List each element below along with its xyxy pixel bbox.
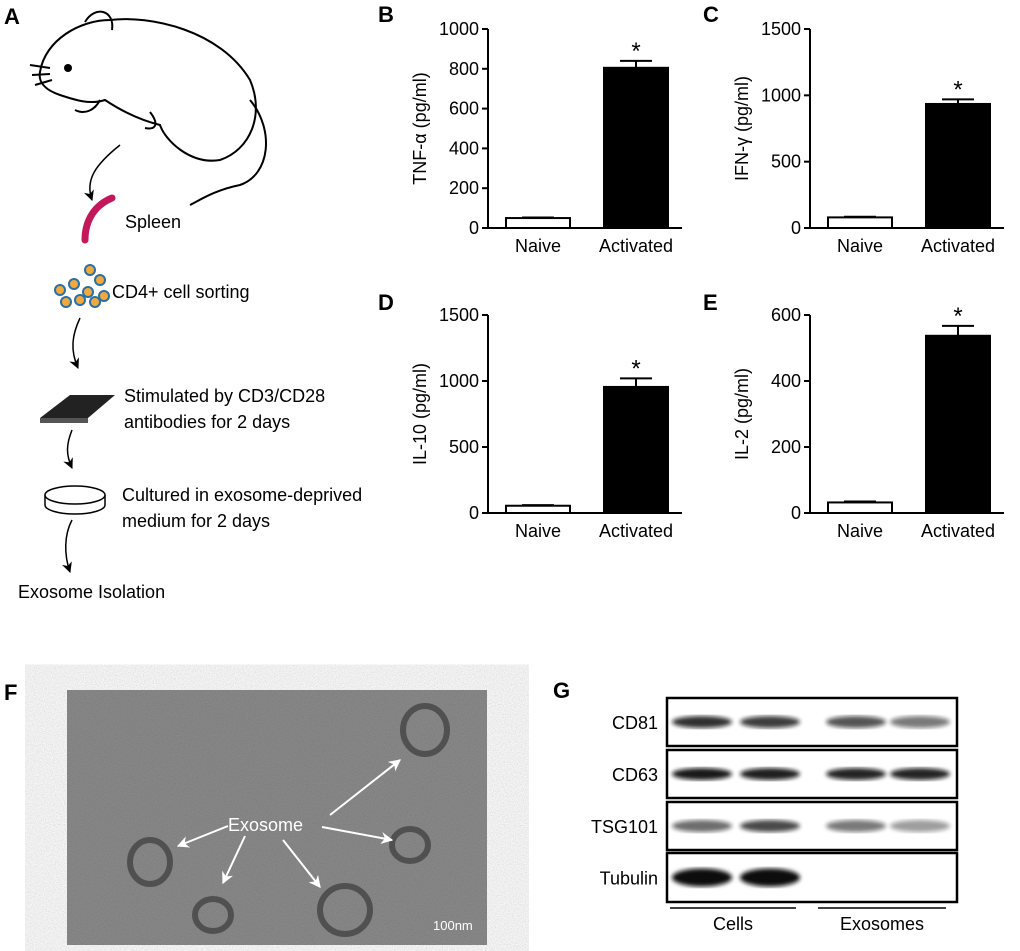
mouse-eye: [64, 64, 72, 72]
group-label: Cells: [713, 914, 753, 934]
step-label: antibodies for 2 days: [124, 412, 290, 432]
y-tick-label: 1000: [439, 19, 479, 39]
em-image: [67, 690, 487, 945]
y-tick-label: 200: [771, 437, 801, 457]
blot-band: [890, 820, 950, 832]
panel-label: F: [4, 680, 17, 705]
plate-icon: [40, 395, 115, 423]
spleen-icon: [81, 194, 116, 244]
y-tick-label: 400: [449, 138, 479, 158]
y-tick-label: 0: [469, 218, 479, 238]
y-axis-label: TNF-α (pg/ml): [410, 72, 430, 184]
y-tick-label: 400: [771, 371, 801, 391]
step-label: Exosome Isolation: [18, 582, 165, 602]
y-tick-label: 600: [449, 99, 479, 119]
panel-label: G: [553, 678, 570, 703]
y-tick-label: 1000: [761, 85, 801, 105]
blot-band: [672, 820, 732, 832]
x-tick-label: Naive: [837, 236, 883, 256]
significance-mark: *: [953, 76, 962, 103]
y-tick-label: 0: [791, 503, 801, 523]
row-label: Tubulin: [600, 869, 658, 889]
cells-icon: [54, 264, 110, 308]
blot-band: [826, 820, 886, 832]
step-label: Spleen: [125, 212, 181, 232]
row-label: CD81: [612, 713, 658, 733]
step-label: medium for 2 days: [122, 511, 270, 531]
scale-bar-label: 100nm: [433, 918, 473, 933]
significance-mark: *: [631, 355, 640, 382]
blot-band: [826, 768, 886, 780]
y-axis-label: IFN-γ (pg/ml): [732, 76, 752, 181]
x-tick-label: Naive: [515, 521, 561, 541]
panel-label: C: [703, 2, 719, 27]
step-label: Cultured in exosome-deprived: [122, 485, 362, 505]
pointer-arrows: [176, 759, 401, 888]
arrow: [63, 429, 73, 469]
blot-band: [890, 716, 950, 728]
arrow: [83, 144, 121, 201]
blot-band: [672, 716, 732, 728]
bar: [505, 217, 571, 230]
bar: [603, 66, 669, 230]
panel-label: E: [703, 290, 718, 315]
bar: [925, 334, 991, 515]
panel-a: A Spleen CD4+ cell sorting Stimulated by…: [4, 4, 362, 602]
row-label: TSG101: [591, 817, 658, 837]
blot-band: [672, 768, 732, 780]
significance-mark: *: [953, 303, 962, 330]
dish-icon: [44, 485, 106, 515]
y-tick-label: 200: [449, 178, 479, 198]
y-tick-label: 1000: [439, 371, 479, 391]
x-tick-label: Activated: [921, 236, 995, 256]
y-tick-label: 600: [771, 305, 801, 325]
blot-band: [740, 768, 800, 780]
y-tick-label: 1500: [439, 305, 479, 325]
panel-f: F Exosome 100nm: [4, 680, 487, 945]
y-tick-label: 0: [791, 218, 801, 238]
mouse-drawing: [29, 10, 267, 206]
y-tick-label: 1500: [761, 19, 801, 39]
bar: [925, 102, 991, 229]
step-label: Stimulated by CD3/CD28: [124, 386, 325, 406]
blot-band: [826, 716, 886, 728]
y-axis-label: IL-10 (pg/ml): [410, 363, 430, 465]
y-tick-label: 0: [469, 503, 479, 523]
significance-mark: *: [631, 38, 640, 65]
x-tick-label: Naive: [837, 521, 883, 541]
step-label: CD4+ cell sorting: [112, 282, 250, 302]
annotation: Exosome: [228, 815, 303, 835]
bar: [505, 504, 571, 514]
x-tick-label: Naive: [515, 236, 561, 256]
panel-label: B: [378, 2, 394, 27]
y-axis-label: IL-2 (pg/ml): [732, 368, 752, 460]
y-tick-label: 500: [771, 152, 801, 172]
panel-g: G CD81 CD63 TSG101 Tubulin Cells Exosomes: [553, 678, 959, 934]
panel-label: A: [4, 4, 20, 29]
x-tick-label: Activated: [599, 236, 673, 256]
blot-band: [740, 820, 800, 832]
panel-label: D: [378, 290, 394, 315]
group-label: Exosomes: [840, 914, 924, 934]
y-tick-label: 800: [449, 59, 479, 79]
bar: [603, 385, 669, 514]
bar: [827, 216, 893, 230]
exosome-particles: [127, 703, 450, 937]
x-tick-label: Activated: [921, 521, 995, 541]
arrow: [61, 519, 73, 573]
x-tick-label: Activated: [599, 521, 673, 541]
blot-band: [672, 868, 732, 887]
arrow: [69, 317, 81, 369]
blot-band: [740, 716, 800, 728]
y-tick-label: 500: [449, 437, 479, 457]
blot-band: [890, 768, 950, 780]
blot-band: [740, 868, 800, 887]
row-label: CD63: [612, 765, 658, 785]
bar: [827, 501, 893, 515]
